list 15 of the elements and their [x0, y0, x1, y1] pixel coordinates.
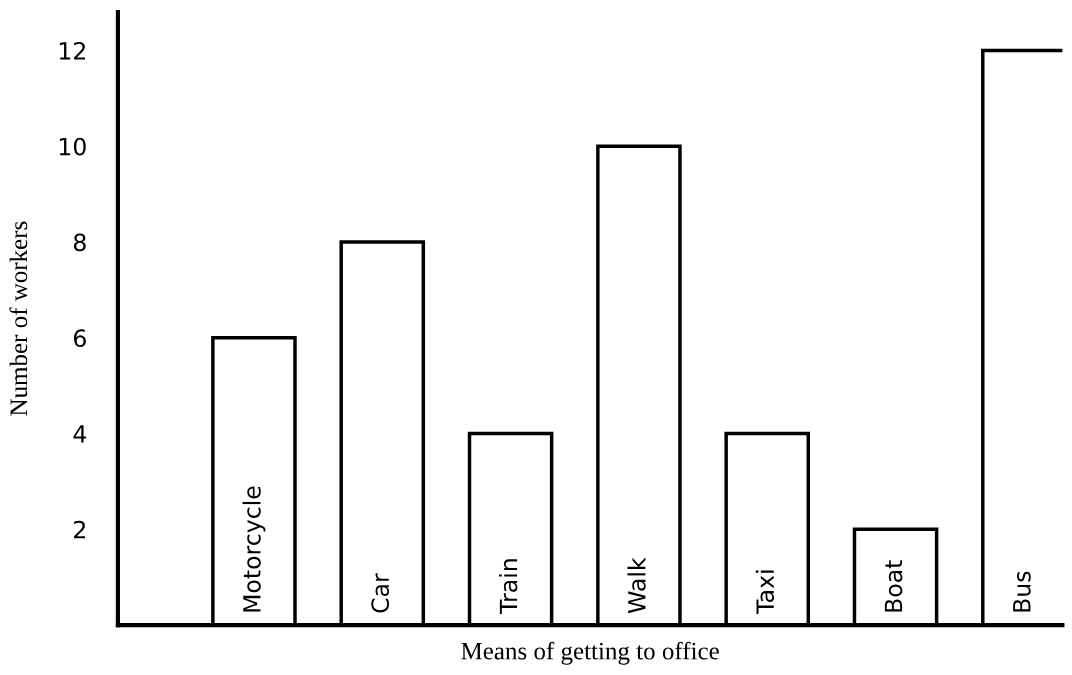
- x-tick-label: Car: [371, 573, 390, 613]
- x-tick-label: Train: [499, 559, 518, 615]
- y-axis-title: Number of workers: [9, 221, 28, 416]
- y-tick-label: 12: [59, 41, 85, 60]
- y-tick-label: 10: [59, 137, 86, 156]
- y-tick-label: 8: [73, 233, 86, 252]
- y-tick-label: 6: [73, 329, 86, 348]
- x-axis-title: Means of getting to office: [461, 641, 719, 665]
- y-tick-label: 2: [74, 520, 85, 539]
- x-tick-label: Motorcycle: [242, 486, 266, 612]
- y-tick-label: 4: [73, 425, 87, 443]
- x-tick-label: Taxi: [755, 570, 775, 615]
- x-tick-label: Bus: [1013, 571, 1031, 612]
- x-tick-label: Walk: [627, 557, 646, 614]
- x-tick-label: Boat: [884, 560, 903, 612]
